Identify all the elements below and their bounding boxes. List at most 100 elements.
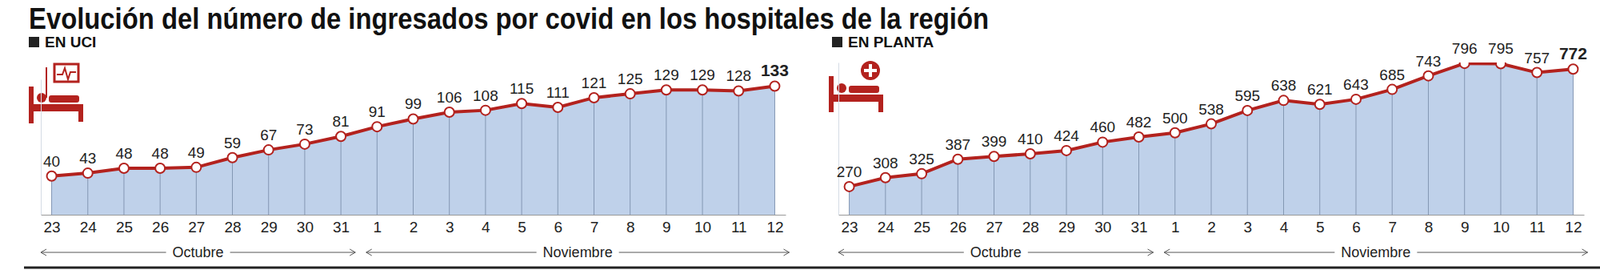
icon-shape: [828, 94, 884, 102]
marker: [1351, 94, 1361, 104]
marker: [1170, 128, 1180, 138]
x-tick-label: 5: [517, 218, 527, 236]
data-label: 129: [689, 66, 716, 84]
icon-shape: [54, 64, 79, 82]
x-tick: 4: [1280, 214, 1289, 236]
marker: [1025, 148, 1036, 159]
x-tick: 29: [260, 214, 278, 236]
x-tick: 7: [590, 214, 600, 236]
marker: [733, 85, 744, 96]
y-axis-line: [838, 63, 840, 216]
panel-title: EN UCI: [44, 33, 96, 51]
x-tick-label: 5: [1316, 218, 1325, 236]
marker: [1387, 84, 1397, 95]
icon-shape: [836, 83, 847, 93]
marker: [1278, 95, 1288, 105]
x-tick: 3: [1243, 214, 1252, 236]
grid-line: [232, 157, 233, 215]
group-arrow-line: [366, 252, 537, 253]
x-tick: 1: [1171, 214, 1180, 236]
group-label: Octubre: [970, 244, 1022, 260]
grid-line: [304, 144, 305, 215]
x-tick: 10: [694, 214, 712, 236]
line: [52, 85, 776, 176]
line: [849, 63, 1574, 187]
panel: EN UCI2324252627282930311234567891011124…: [28, 33, 790, 260]
marker: [1460, 62, 1470, 68]
marker: [1423, 71, 1433, 81]
data-label: 500: [1162, 109, 1188, 127]
grid-line: [1102, 141, 1104, 215]
grid-line: [123, 168, 124, 215]
data-label: 129: [653, 66, 680, 84]
grid-line: [1174, 132, 1176, 215]
icon-shape: [848, 85, 880, 93]
x-tick-label: 24: [80, 218, 98, 236]
grid-line: [1211, 124, 1212, 215]
grid-line: [1283, 100, 1284, 215]
marker: [989, 151, 1000, 161]
x-tick-label: 3: [445, 218, 455, 236]
panel-title: EN PLANTA: [848, 33, 935, 51]
group-arrow-line: [838, 252, 964, 253]
icon-shape: [828, 76, 834, 112]
marker: [880, 172, 891, 183]
grid-line: [957, 159, 959, 215]
grid-line: [521, 103, 523, 215]
y-axis: [40, 80, 42, 216]
data-label: 40: [43, 152, 60, 170]
group-arrow-head: [40, 248, 47, 256]
data-label: 621: [1307, 80, 1333, 98]
x-tick-label: 25: [116, 218, 133, 236]
x-tick: 3: [445, 214, 455, 236]
x-tick: 30: [1094, 214, 1112, 236]
x-tick-label: 23: [841, 218, 859, 236]
x-tick-label: 31: [1130, 218, 1148, 236]
x-tick-label: 8: [1424, 218, 1434, 236]
main-title: Evolución del número de ingresados por c…: [28, 2, 989, 36]
data-label: 638: [1271, 76, 1297, 94]
data-label: 643: [1343, 76, 1369, 93]
x-tick: 24: [80, 214, 98, 236]
marker: [1206, 119, 1216, 129]
group-arrow-line: [230, 252, 356, 253]
data-label: 111: [546, 84, 570, 101]
x-tick-label: 28: [224, 218, 241, 236]
grid-line: [629, 93, 631, 215]
x-tick: 12: [1564, 214, 1582, 236]
marker: [1532, 68, 1542, 78]
x-tick: 9: [662, 214, 672, 236]
marker: [916, 168, 927, 179]
group-arrow-head: [349, 248, 356, 256]
marker: [1242, 105, 1252, 116]
x-axis: 232425262728293031123456789101112: [839, 214, 1585, 236]
group-label: Octubre: [172, 244, 224, 260]
marker: [300, 139, 310, 149]
x-tick: 31: [332, 214, 350, 236]
grid-line: [1464, 63, 1465, 215]
grid-line: [412, 118, 414, 215]
data-label: 424: [1053, 127, 1080, 144]
x-tick: 29: [1058, 214, 1076, 236]
marker: [516, 98, 527, 108]
x-tick-label: 23: [43, 218, 60, 236]
grid-line: [993, 156, 995, 215]
x-tick: 25: [116, 214, 133, 236]
data-label: 115: [509, 80, 534, 97]
x-tick: 30: [296, 214, 314, 236]
marker: [697, 84, 708, 95]
data-label: 125: [617, 70, 644, 88]
data-label: 308: [872, 154, 899, 172]
chart-root: Evolución del número de ingresados por c…: [0, 0, 1600, 270]
data-label: 48: [152, 144, 169, 162]
y-axis-line: [40, 80, 42, 216]
x-tick-label: 8: [626, 218, 636, 236]
grid-line: [1392, 89, 1393, 215]
group-arrow-head: [784, 248, 790, 256]
grid-line: [1066, 150, 1068, 215]
x-tick: 12: [766, 214, 784, 236]
data-label: 387: [944, 136, 971, 153]
x-tick-label: 30: [1094, 218, 1112, 236]
x-tick: 8: [1424, 214, 1434, 236]
icon-shape: [45, 67, 48, 98]
